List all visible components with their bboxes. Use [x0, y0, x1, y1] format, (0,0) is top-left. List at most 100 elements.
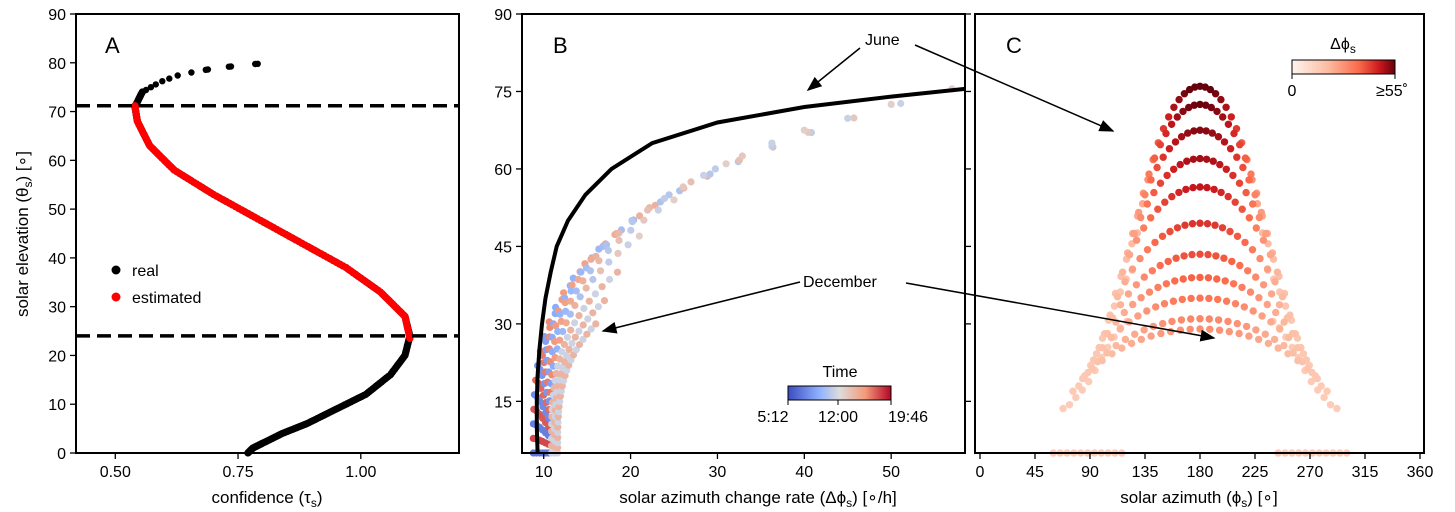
annotation-june: June — [865, 32, 900, 49]
data-point-azimuth — [1160, 300, 1169, 308]
data-point-azimuth — [1231, 198, 1239, 206]
data-point-azimuth — [1157, 329, 1165, 338]
data-point-azimuth — [1281, 302, 1290, 310]
data-point-azimuth — [1177, 316, 1186, 324]
time-colorbar-gradient — [787, 385, 892, 401]
data-point-azimuth — [1131, 330, 1139, 338]
data-point-azimuth — [1244, 267, 1252, 275]
data-point-azimuth — [1128, 265, 1137, 273]
data-point-azimuth — [1112, 341, 1120, 350]
panel-b-xtick-label: 20 — [622, 464, 640, 481]
data-point-azimuth — [1307, 377, 1316, 386]
data-point-azimuth — [1079, 374, 1087, 383]
data-point-rate — [554, 423, 562, 431]
legend-real-marker — [111, 265, 121, 275]
data-point-azimuth — [1267, 290, 1276, 298]
data-point-azimuth — [1224, 317, 1232, 326]
data-point-azimuth — [1132, 236, 1141, 244]
data-point-azimuth — [1154, 283, 1162, 292]
data-point-azimuth — [1202, 155, 1211, 163]
data-point-azimuth — [1303, 365, 1312, 373]
data-point-azimuth — [1196, 315, 1204, 323]
data-point-azimuth — [1148, 267, 1157, 275]
data-point-rate — [603, 241, 611, 249]
data-point-azimuth — [1121, 278, 1129, 286]
data-point-azimuth — [1263, 300, 1272, 309]
data-point-azimuth — [1125, 251, 1134, 259]
data-point-rate — [589, 275, 597, 284]
data-point-azimuth — [1137, 294, 1145, 302]
data-point-azimuth — [1181, 221, 1189, 229]
data-point-azimuth — [1172, 254, 1180, 262]
panel-c-data-points — [1049, 82, 1351, 457]
data-point-azimuth — [1238, 205, 1246, 213]
panel-a-ylabel: solar elevation (θs) [∘] — [13, 151, 35, 317]
data-point-rate — [559, 327, 567, 336]
data-point-azimuth — [1211, 90, 1220, 98]
data-point-rate — [635, 232, 643, 240]
data-point-azimuth — [1098, 344, 1107, 352]
data-point-real — [159, 78, 166, 85]
data-point-azimuth — [1196, 126, 1204, 134]
data-point-rate — [565, 345, 573, 353]
data-point-azimuth — [1255, 294, 1263, 302]
data-point-azimuth — [1164, 257, 1172, 266]
data-point-azimuth — [1069, 387, 1077, 395]
data-point-azimuth — [1246, 288, 1255, 296]
data-point-rate — [579, 321, 587, 329]
data-point-real — [174, 72, 181, 79]
data-point-azimuth — [1196, 100, 1204, 109]
data-point-rate — [586, 267, 595, 275]
data-point-rate — [850, 114, 858, 122]
data-point-azimuth — [1145, 288, 1154, 296]
panel-c-xtick-label: 315 — [1352, 464, 1379, 481]
data-point-azimuth — [1202, 101, 1210, 109]
data-point-azimuth — [1206, 85, 1215, 94]
panel-c-xtick-label: 135 — [1132, 464, 1159, 481]
data-point-rate — [654, 206, 662, 214]
panel-b-xlabel: solar azimuth change rate (Δϕs) [∘/h] — [619, 488, 897, 510]
data-point-azimuth — [1235, 179, 1244, 187]
data-point-azimuth — [1196, 294, 1204, 302]
panel-c-letter: C — [1006, 33, 1022, 58]
data-point-azimuth — [1072, 393, 1080, 402]
data-point-azimuth — [1208, 129, 1217, 137]
data-point-azimuth — [1165, 145, 1174, 153]
data-point-rate — [582, 284, 590, 292]
data-point-azimuth — [1255, 213, 1264, 222]
data-point-rate — [768, 139, 776, 147]
time-colorbar-mid-label: 12:00 — [818, 409, 858, 426]
data-point-rate — [587, 325, 595, 333]
panel-c-xtick-label: 0 — [976, 464, 985, 481]
data-point-estimated — [131, 102, 139, 110]
data-point-rate — [592, 320, 600, 328]
data-point-azimuth — [1110, 302, 1119, 310]
data-point-azimuth — [1059, 404, 1067, 413]
data-point-azimuth — [1168, 192, 1176, 201]
data-point-azimuth — [1226, 145, 1235, 153]
panel-b-ytick-label: 60 — [494, 162, 512, 179]
data-point-azimuth — [1187, 294, 1195, 303]
data-point-azimuth — [1235, 329, 1243, 338]
time-colorbar: Time 5:12 12:00 19:46 — [757, 364, 928, 426]
data-point-azimuth — [1065, 401, 1074, 409]
data-point-azimuth — [1222, 165, 1231, 173]
data-point-azimuth — [1167, 327, 1175, 336]
data-point-azimuth — [1120, 308, 1129, 317]
data-point-azimuth — [1196, 154, 1204, 163]
data-point-azimuth — [1196, 325, 1204, 333]
december-arrow-c — [905, 282, 1216, 342]
data-point-azimuth — [1273, 268, 1282, 276]
data-point-azimuth — [1224, 192, 1232, 201]
data-point-azimuth — [1107, 333, 1116, 342]
data-point-azimuth — [1333, 404, 1341, 413]
data-point-azimuth — [1175, 188, 1183, 197]
data-point-azimuth — [1184, 129, 1192, 137]
data-point-azimuth — [1150, 154, 1159, 162]
data-point-azimuth — [1285, 333, 1293, 342]
data-point-azimuth — [1137, 335, 1146, 344]
data-point-rate — [660, 194, 669, 203]
data-point-rate — [554, 428, 562, 436]
data-point-real — [254, 60, 261, 67]
data-point-azimuth — [1233, 153, 1241, 161]
